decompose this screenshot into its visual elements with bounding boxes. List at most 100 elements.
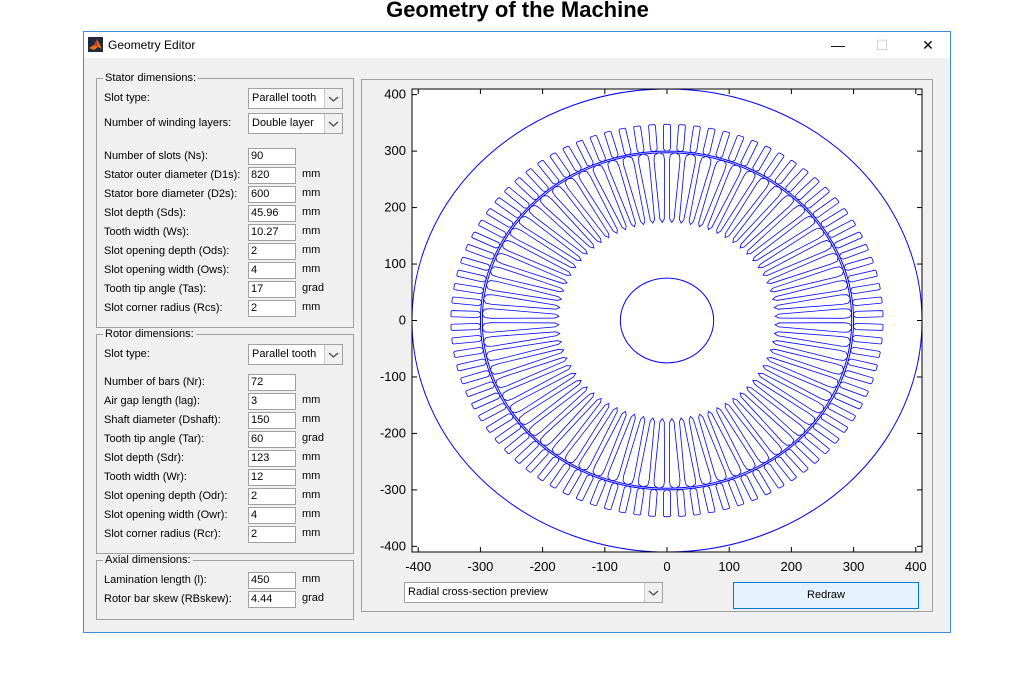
- stator-field-input[interactable]: 820: [248, 167, 296, 184]
- stator-slot: [850, 283, 881, 295]
- stator-slot: [494, 423, 522, 444]
- rotor-slot-type-select[interactable]: Parallel tooth: [248, 344, 343, 365]
- stator-field-input[interactable]: 17: [248, 281, 296, 298]
- stator-slot: [715, 482, 731, 511]
- shaft-circle: [619, 277, 715, 364]
- stator-slot: [850, 346, 881, 358]
- winding-layers-label: Number of winding layers:: [104, 117, 232, 129]
- rotor-field-label: Air gap length (lag):: [104, 395, 200, 407]
- stator-slot: [843, 370, 874, 385]
- rotor-bar: [762, 365, 832, 402]
- rotor-bar: [653, 152, 666, 224]
- stator-slot: [450, 310, 481, 319]
- stator-slot: [853, 310, 884, 319]
- preview-mode-select[interactable]: Radial cross-section preview: [404, 582, 663, 603]
- rotor-field-input[interactable]: 72: [248, 374, 296, 391]
- stator-slot: [562, 469, 582, 496]
- plot-geometry: [412, 89, 922, 552]
- x-tick-label: -200: [530, 559, 556, 574]
- stator-slot: [839, 381, 869, 397]
- y-tick-label: 200: [384, 200, 406, 215]
- stator-slot: [689, 125, 701, 154]
- stator-field-label: Slot corner radius (Rcs):: [104, 302, 223, 314]
- rotor-bar: [485, 280, 563, 301]
- stator-slot: [740, 139, 759, 167]
- axial-field-unit: mm: [302, 573, 321, 585]
- rotor-field-input[interactable]: 12: [248, 469, 296, 486]
- axial-field-input[interactable]: 450: [248, 572, 296, 589]
- rotor-bar: [757, 372, 824, 414]
- stator-slot: [852, 296, 883, 307]
- rotor-field-input[interactable]: 2: [248, 488, 296, 505]
- geometry-editor-window: Geometry Editor — ☐ ✕ Stator dimensions:…: [83, 31, 951, 633]
- rotor-bar: [698, 413, 727, 482]
- stator-field-label: Slot depth (Sds):: [104, 207, 186, 219]
- rotor-bar: [529, 205, 588, 255]
- rotor-bar: [607, 159, 636, 228]
- rotor-bar: [495, 252, 568, 284]
- x-tick-label: -300: [467, 559, 493, 574]
- stator-slot: [456, 358, 487, 372]
- close-button[interactable]: ✕: [922, 37, 934, 53]
- rotor-legend: Rotor dimensions:: [105, 328, 194, 340]
- stator-field-input[interactable]: 4: [248, 262, 296, 279]
- stator-slot: [804, 187, 830, 209]
- stator-slot: [676, 488, 686, 517]
- rotor-field-input[interactable]: 4: [248, 507, 296, 524]
- rotor-field-label: Shaft diameter (Dshaft):: [104, 414, 221, 426]
- stator-slot: [774, 456, 797, 481]
- stator-field-input[interactable]: 90: [248, 148, 296, 165]
- rotor-field-unit: mm: [302, 489, 321, 501]
- stator-slot: [465, 244, 495, 260]
- rotor-field-input[interactable]: 2: [248, 526, 296, 543]
- axial-field-input[interactable]: 4.44: [248, 591, 296, 608]
- stator-slot: [702, 485, 716, 514]
- stator-slot: [450, 322, 481, 331]
- stator-slot: [478, 403, 507, 422]
- stator-slot: [451, 296, 482, 307]
- winding-layers-select[interactable]: Double layer: [248, 113, 343, 134]
- rotor-field-unit: mm: [302, 508, 321, 520]
- rotor-bar: [716, 406, 756, 471]
- x-tick-label: 0: [663, 559, 670, 574]
- stator-slot: [453, 346, 484, 358]
- rotor-bar: [752, 216, 815, 262]
- stator-slot: [603, 482, 619, 511]
- rotor-field-input[interactable]: 123: [248, 450, 296, 467]
- rotor-outer-circle: [481, 152, 853, 489]
- rotor-field-input[interactable]: 60: [248, 431, 296, 448]
- stator-field-input[interactable]: 2: [248, 300, 296, 317]
- stator-field-unit: mm: [302, 225, 321, 237]
- minimize-button[interactable]: —: [831, 37, 845, 53]
- stator-field-input[interactable]: 10.27: [248, 224, 296, 241]
- stator-slot: [486, 413, 514, 433]
- stator-slot: [752, 469, 772, 496]
- stator-slot: [633, 125, 645, 154]
- maximize-button[interactable]: ☐: [875, 37, 889, 53]
- stator-field-input[interactable]: 2: [248, 243, 296, 260]
- rotor-bar: [638, 417, 655, 488]
- stator-slot: [514, 177, 539, 200]
- stator-slot: [525, 168, 549, 192]
- stator-field-label: Stator outer diameter (D1s):: [104, 169, 241, 181]
- rotor-field-input[interactable]: 150: [248, 412, 296, 429]
- stator-field-input[interactable]: 45.96: [248, 205, 296, 222]
- rotor-bar: [510, 227, 577, 269]
- stator-field-input[interactable]: 600: [248, 186, 296, 203]
- stator-slot: [514, 441, 539, 464]
- rotor-field-label: Slot opening depth (Odr):: [104, 490, 228, 502]
- x-tick-label: 200: [781, 559, 803, 574]
- stator-slot: [715, 130, 731, 159]
- rotor-bar: [771, 280, 849, 301]
- rotor-field-input[interactable]: 3: [248, 393, 296, 410]
- axial-legend: Axial dimensions:: [105, 554, 191, 566]
- stator-slot: [494, 197, 522, 218]
- stator-slot: [478, 219, 507, 238]
- cross-section-plot: -400 -300 -200 -100 0 100 200 300 400 -400 -300 -20…: [380, 87, 927, 574]
- stator-slot-type-select[interactable]: Parallel tooth: [248, 88, 343, 109]
- redraw-button[interactable]: Redraw: [733, 582, 919, 609]
- rotor-slot-type-label: Slot type:: [104, 348, 150, 360]
- chevron-down-icon: [324, 114, 342, 133]
- stator-slot: [774, 160, 797, 185]
- rotor-bar: [771, 340, 849, 361]
